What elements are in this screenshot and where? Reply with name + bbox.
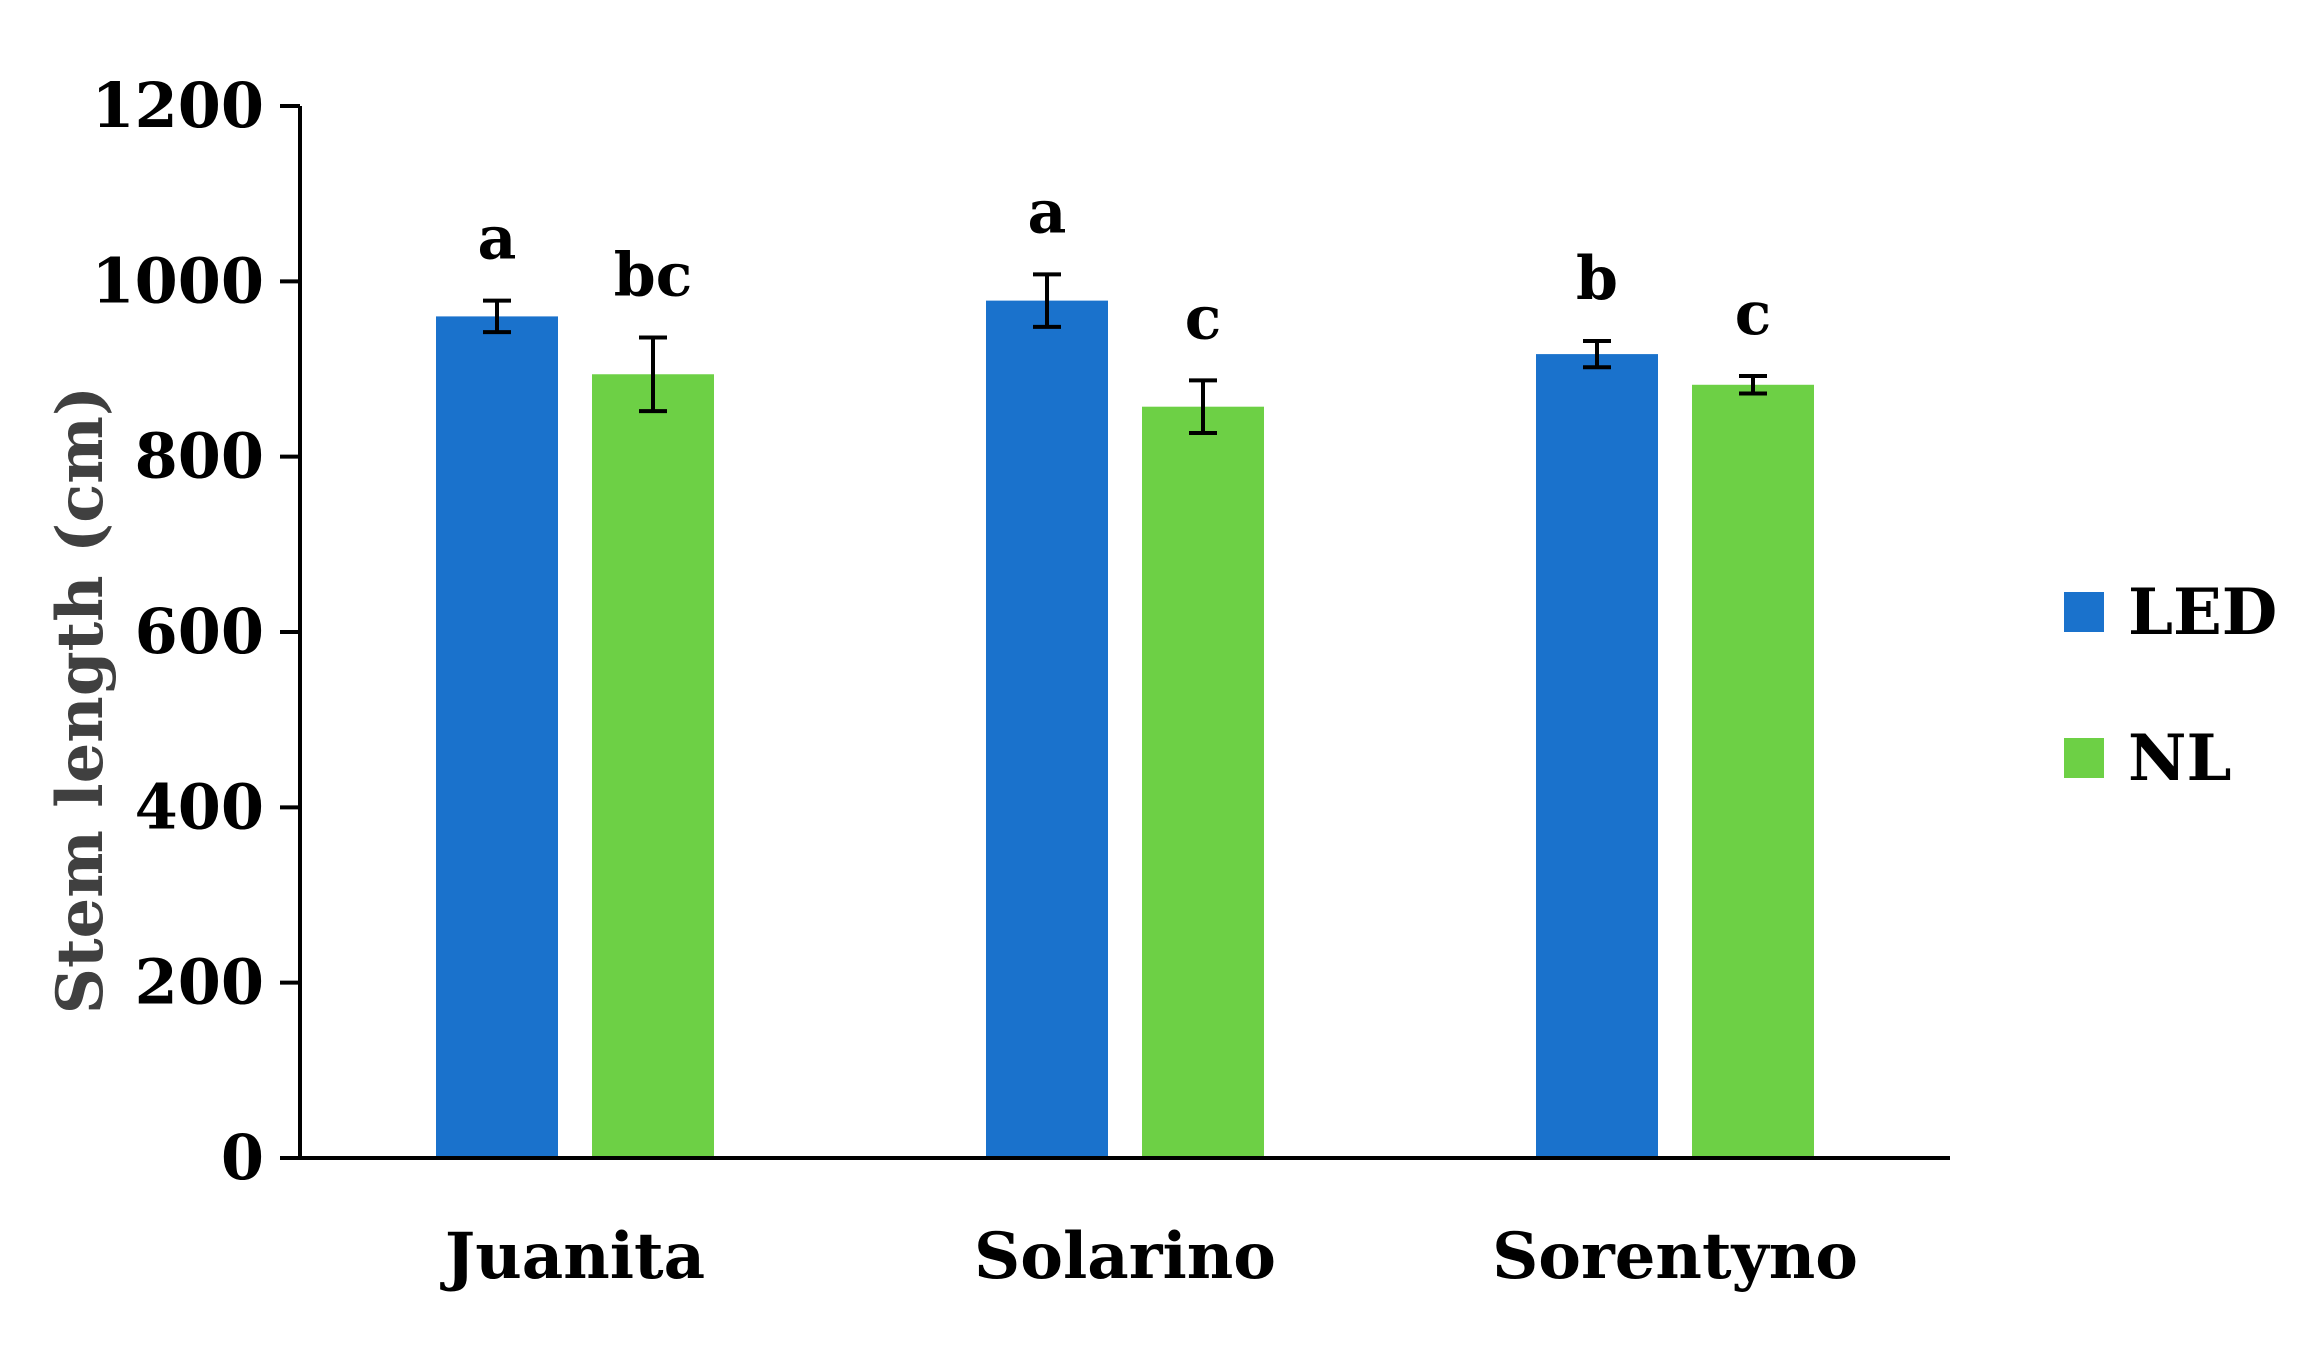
y-tick-label: 600 <box>135 595 264 668</box>
bar-nl-solarino <box>1142 406 1264 1158</box>
bar-led-juanita <box>436 316 558 1158</box>
significance-label: bc <box>614 240 693 310</box>
significance-label: b <box>1576 244 1618 314</box>
y-axis: 0 200 400 600 800 1000 1200 <box>91 69 302 1194</box>
y-tick-label: 1200 <box>91 69 264 142</box>
significance-label: a <box>478 204 517 274</box>
y-tick-label: 400 <box>135 770 264 843</box>
y-tick-label: 1000 <box>91 244 264 317</box>
legend-swatch-led <box>2064 592 2104 632</box>
significance-label: c <box>1735 279 1772 349</box>
bar-nl-juanita <box>592 374 714 1158</box>
bar-led-sorentyno <box>1536 354 1658 1158</box>
legend: LED NL <box>2064 575 2277 796</box>
x-tick-label: Solarino <box>974 1219 1276 1294</box>
x-tick-label: Sorentyno <box>1492 1219 1858 1294</box>
y-tick-label: 200 <box>135 946 264 1019</box>
bar-led-solarino <box>986 300 1108 1158</box>
y-tick-label: 0 <box>221 1121 264 1194</box>
bar-nl-sorentyno <box>1692 384 1814 1158</box>
legend-label-led: LED <box>2128 575 2277 650</box>
significance-label: a <box>1028 177 1067 247</box>
significance-label: c <box>1185 283 1222 353</box>
legend-swatch-nl <box>2064 738 2104 778</box>
x-axis: Juanita Solarino Sorentyno <box>298 1156 1950 1294</box>
y-tick-label: 800 <box>135 420 264 493</box>
x-tick-label: Juanita <box>440 1219 705 1294</box>
legend-label-nl: NL <box>2128 721 2232 796</box>
y-axis-title: Stem length (cm) <box>43 386 118 1014</box>
